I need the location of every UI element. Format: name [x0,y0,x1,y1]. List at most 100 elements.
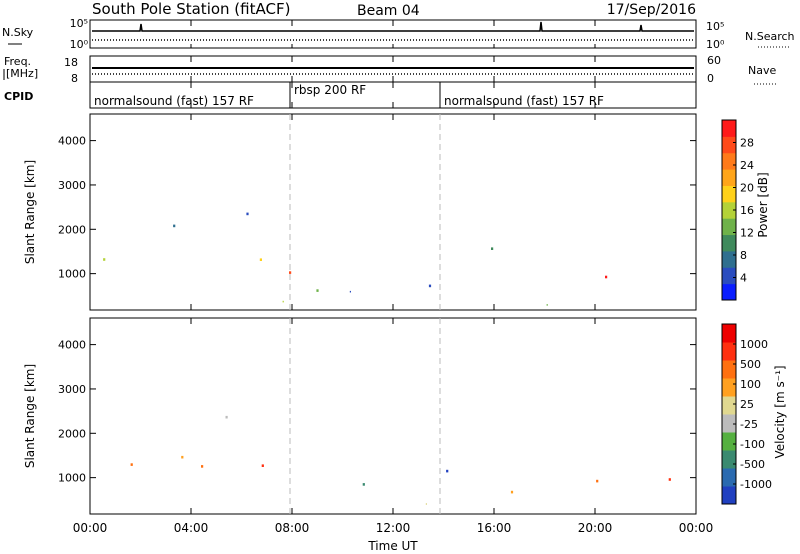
colorbar-swatch [722,468,736,487]
data-cell [349,290,351,293]
colorbar-tick-label: -25 [740,418,758,431]
data-cell [259,258,262,261]
cpid-mode-3: normalsound (fast) 157 RF [444,94,604,108]
data-cell [362,483,365,486]
velocity-colorbar-label: Velocity [m s⁻¹] [773,365,787,458]
y-tick-label: 2000 [58,223,86,236]
freq-label-line2: [MHz] [6,67,38,80]
x-tick-label: 12:00 [376,521,411,535]
data-cell [261,464,264,467]
data-cell [246,212,249,216]
noise-right-tick-top: 10⁵ [706,20,724,33]
colorbar-tick-label: 8 [740,249,747,262]
data-cell [668,478,671,481]
x-tick-label: 20:00 [578,521,613,535]
y-tick-label: 4000 [58,135,86,148]
power-panel: 1000 2000 3000 4000 Slant Range [km] 4 8 12 16… [23,113,770,311]
colorbar-tick-label: 12 [740,227,754,240]
x-tick-label: 16:00 [477,521,512,535]
power-data-cells [103,212,608,306]
data-cell [289,271,292,274]
noise-left-tick-bottom: 10⁰ [70,38,89,51]
y-tick-label: 1000 [58,472,86,485]
freq-left-tick-top: 18 [64,56,78,69]
colorbar-swatch [722,486,736,505]
y-tick-label: 4000 [58,339,86,352]
colorbar-tick-label: 500 [740,358,761,371]
y-tick-label: 2000 [58,427,86,440]
cpid-label: CPID [4,90,33,103]
noise-right-label: N.Search [745,30,795,43]
velocity-colorbar: 1000 500 100 25 -25 -100 -500 -1000 [721,323,772,505]
data-cell [425,503,427,505]
y-tick-label: 3000 [58,383,86,396]
data-cell [173,224,176,228]
x-tick-label: 00:00 [679,521,714,535]
colorbar-swatch [722,378,736,397]
colorbar-swatch [722,169,736,186]
colorbar-swatch [722,250,736,268]
colorbar-swatch [722,283,736,301]
data-cell [201,465,204,468]
colorbar-swatch [722,185,736,203]
data-cell [316,289,319,292]
x-tick-label: 04:00 [174,521,209,535]
colorbar-swatch [722,342,736,361]
colorbar-tick-label: 4 [740,272,747,285]
colorbar-swatch [722,152,736,170]
colorbar-tick-label: 1000 [740,338,768,351]
time-axis: 00:00 04:00 08:00 12:00 16:00 20:00 00:00 [73,20,714,535]
time-axis-label: Time UT [367,539,418,553]
data-cell [596,479,599,483]
colorbar-swatch [722,218,736,236]
x-tick-label: 00:00 [73,521,108,535]
colorbar-tick-label: -1000 [740,478,772,491]
noise-left-tick-top: 10⁵ [70,17,88,30]
data-cell [491,247,494,250]
noise-panel: N.Sky 10⁵ 10⁰ 10⁵ 10⁰ N.Search [2,17,795,51]
colorbar-tick-label: 20 [740,182,754,195]
power-colorbar: 4 8 12 16 20 24 28 [721,119,754,301]
noise-sky-trace [92,21,694,32]
cpid-panel: CPID normalsound (fast) 157 RF rbsp 200 … [4,81,697,109]
colorbar-swatch [722,450,736,469]
power-y-ticks: 1000 2000 3000 4000 [58,135,696,281]
cpid-mode-1: normalsound (fast) 157 RF [94,94,254,108]
colorbar-tick-label: 28 [740,137,754,150]
date-title: 17/Sep/2016 [607,2,696,18]
velocity-data-cells [130,415,671,505]
data-cell [282,300,284,303]
freq-right-tick-bottom: 0 [707,72,714,85]
colorbar-tick-label: 100 [740,378,761,391]
power-colorbar-label: Power [dB] [756,172,770,237]
beam-title: Beam 04 [357,3,420,19]
data-cell [510,490,514,494]
colorbar-tick-label: -500 [740,458,765,471]
colorbar-swatch [722,324,736,343]
colorbar-swatch [722,234,736,252]
data-cell [103,258,106,261]
station-title: South Pole Station (fitACF) [92,0,290,18]
velocity-y-ticks: 1000 2000 3000 4000 [58,339,696,485]
nave-label: Nave [748,64,776,77]
colorbar-tick-label: -100 [740,438,765,451]
colorbar-swatch [722,414,736,433]
colorbar-swatch [722,136,736,154]
freq-right-tick-top: 60 [707,54,721,67]
data-cell [181,455,184,459]
colorbar-swatch [722,120,736,137]
freq-left-tick-bottom: 8 [71,72,78,85]
data-cell [605,275,608,279]
y-tick-label: 1000 [58,268,86,281]
colorbar-tick-label: 24 [740,159,754,172]
y-tick-label: 3000 [58,179,86,192]
colorbar-swatch [722,396,736,415]
noise-right-tick-bottom: 10⁰ [706,38,725,51]
velocity-ylabel: Slant Range [km] [23,364,37,468]
colorbar-tick-label: 25 [740,398,754,411]
colorbar-swatch [722,267,736,285]
x-tick-label: 08:00 [275,521,310,535]
freq-label-line1: Freq. [4,55,31,68]
data-cell [130,463,133,466]
